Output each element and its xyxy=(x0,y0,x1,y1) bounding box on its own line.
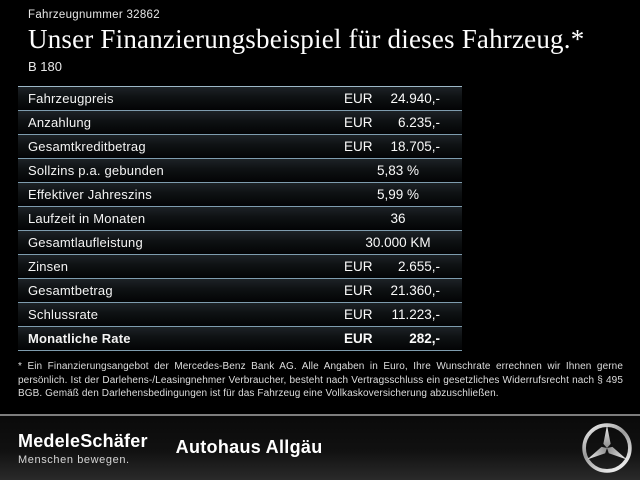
row-label: Laufzeit in Monaten xyxy=(28,211,146,226)
row-value: 24.940,- xyxy=(390,91,440,106)
row-value: 6.235,- xyxy=(397,115,440,130)
row-value: 21.360,- xyxy=(390,283,440,298)
finance-table: Fahrzeugpreis EUR 24.940,- Anzahlung EUR… xyxy=(18,86,462,351)
row-label: Monatliche Rate xyxy=(28,331,131,346)
dealer-logo-block: MedeleSchäfer Menschen bewegen. xyxy=(0,431,148,466)
dealer-tagline: Menschen bewegen. xyxy=(18,453,130,466)
dealer-secondary-logo: Autohaus Allgäu xyxy=(175,437,323,457)
row-value-zone: 30.000 KM xyxy=(344,235,462,250)
row-label: Gesamtbetrag xyxy=(28,283,113,298)
row-currency: EUR xyxy=(344,139,373,154)
table-row: Gesamtlaufleistung 30.000 KM xyxy=(18,231,462,255)
row-value-zone: EUR 11.223,- xyxy=(344,307,462,322)
row-currency: EUR xyxy=(344,307,373,322)
table-row: Fahrzeugpreis EUR 24.940,- xyxy=(18,87,462,111)
row-label: Gesamtlaufleistung xyxy=(28,235,143,250)
table-row: Zinsen EUR 2.655,- xyxy=(18,255,462,279)
row-currency: EUR xyxy=(344,283,373,298)
row-value: 282,- xyxy=(409,331,440,346)
page-title: Unser Finanzierungsbeispiel für dieses F… xyxy=(28,24,585,54)
footer-bar: MedeleSchäfer Menschen bewegen. Autohaus… xyxy=(0,416,640,480)
row-label: Sollzins p.a. gebunden xyxy=(28,163,164,178)
table-row: Sollzins p.a. gebunden 5,83 % xyxy=(18,159,462,183)
header: Fahrzeugnummer 32862 Unser Finanzierungs… xyxy=(0,0,640,74)
row-value: 36 xyxy=(390,211,406,226)
row-value-zone: EUR 6.235,- xyxy=(344,115,462,130)
row-currency: EUR xyxy=(344,91,373,106)
footnote-text: * Ein Finanzierungsangebot der Mercedes-… xyxy=(18,361,623,399)
mercedes-star-icon xyxy=(582,423,632,473)
row-label: Anzahlung xyxy=(28,115,92,130)
row-value-zone: 5,99 % xyxy=(344,187,462,202)
table-row: Gesamtbetrag EUR 21.360,- xyxy=(18,279,462,303)
row-label: Gesamtkreditbetrag xyxy=(28,139,146,154)
table-row: Schlussrate EUR 11.223,- xyxy=(18,303,462,327)
table-row: Gesamtkreditbetrag EUR 18.705,- xyxy=(18,135,462,159)
table-row: Effektiver Jahreszins 5,99 % xyxy=(18,183,462,207)
row-value-zone: 36 xyxy=(344,211,462,226)
row-value-zone: 5,83 % xyxy=(344,163,462,178)
footer-separator xyxy=(0,414,640,416)
row-value: 11.223,- xyxy=(391,307,440,322)
vehicle-number: Fahrzeugnummer 32862 xyxy=(28,9,160,21)
row-value: 5,99 % xyxy=(376,187,420,202)
row-value-zone: EUR 282,- xyxy=(344,331,462,346)
row-value-zone: EUR 2.655,- xyxy=(344,259,462,274)
row-value-zone: EUR 18.705,- xyxy=(344,139,462,154)
row-label: Fahrzeugpreis xyxy=(28,91,114,106)
row-label: Zinsen xyxy=(28,259,69,274)
row-value: 5,83 % xyxy=(376,163,420,178)
row-value-zone: EUR 24.940,- xyxy=(344,91,462,106)
table-row: Anzahlung EUR 6.235,- xyxy=(18,111,462,135)
row-currency: EUR xyxy=(344,115,373,130)
table-row: Monatliche Rate EUR 282,- xyxy=(18,327,462,351)
row-value: 18.705,- xyxy=(390,139,440,154)
row-currency: EUR xyxy=(344,259,373,274)
row-label: Effektiver Jahreszins xyxy=(28,187,152,202)
row-value: 2.655,- xyxy=(397,259,440,274)
table-row: Laufzeit in Monaten 36 xyxy=(18,207,462,231)
row-value-zone: EUR 21.360,- xyxy=(344,283,462,298)
model-name: B 180 xyxy=(28,59,62,74)
row-value: 30.000 KM xyxy=(365,235,431,250)
dealer-primary-logo: MedeleSchäfer xyxy=(18,430,148,451)
row-currency: EUR xyxy=(344,331,373,346)
row-label: Schlussrate xyxy=(28,307,99,322)
